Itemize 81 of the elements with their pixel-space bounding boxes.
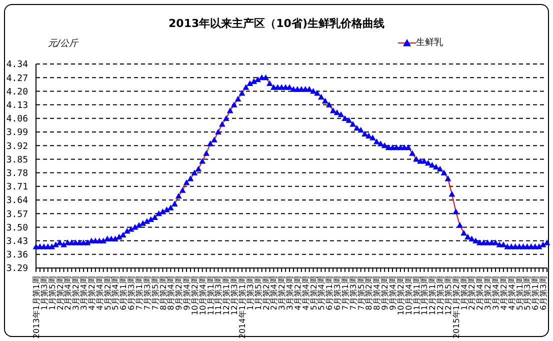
x-tick-label: 8月第4周 (372, 276, 382, 310)
x-tick-label: 8月第2周 (158, 276, 168, 310)
x-tick-label: 7月第3周 (348, 276, 358, 310)
x-tick-label: 1月第5周 (48, 276, 57, 310)
x-tick-label: 12月第3周 (230, 276, 240, 316)
x-tick-label: 5月第4周 (111, 276, 120, 310)
x-tick-label: 3月第2周 (484, 276, 493, 310)
x-tick-label: 3月第2周 (278, 276, 287, 310)
x-tick-label: 12月第5周 (444, 276, 453, 316)
x-tick-label: 2月第4周 (270, 276, 279, 310)
x-tick-label: 5月第4周 (317, 276, 326, 310)
x-tick-label: 5月第3周 (523, 276, 532, 310)
x-tick-label: 2月第2周 (468, 276, 477, 310)
x-tick-label: 9月第4周 (182, 276, 192, 310)
x-tick-label: 6月第1周 (325, 276, 334, 310)
x-tick-label: 9月第2周 (174, 276, 184, 310)
x-tick-label: 8月第4周 (166, 276, 176, 310)
y-axis-title: 元/公斤 (48, 38, 78, 50)
y-tick-label: 3.71 (6, 182, 28, 193)
x-tick-label: 7月第5周 (356, 276, 366, 310)
y-tick-label: 3.99 (6, 128, 28, 138)
x-tick-label: 1月第4周 (460, 276, 469, 310)
x-tick-label: 6月第3周 (539, 276, 548, 310)
x-tick-label: 2月第2周 (56, 276, 65, 310)
x-tick-label: 10月第4周 (198, 276, 208, 316)
x-tick-label: 11月第1周 (412, 276, 422, 316)
x-tick-label: 12月第1周 (222, 276, 232, 316)
x-tick-label: 4月第2周 (499, 276, 508, 310)
y-tick-label: 3.36 (6, 250, 28, 261)
x-tick-label: 6月第3周 (127, 276, 136, 310)
x-tick-label: 4月第4周 (507, 276, 516, 310)
x-tick-label: 7月第3周 (142, 276, 152, 310)
x-tick-label: 11月第1周 (206, 276, 216, 316)
x-tick-label: 4月第4周 (95, 276, 104, 310)
y-tick-label: 4.34 (6, 60, 28, 70)
x-tick-label: 1月第5周 (254, 276, 263, 310)
x-tick-label: 10月第4周 (404, 276, 414, 316)
x-tick-label: 10月第2周 (396, 276, 406, 316)
x-tick-label: 5月第2周 (309, 276, 318, 310)
x-tick-label: 8月第2周 (364, 276, 374, 310)
y-tick-label: 3.64 (6, 196, 28, 206)
x-tick-label: 2月第2周 (262, 276, 271, 310)
x-tick-label: 6月第3周 (333, 276, 342, 310)
x-tick-label: 9月第2周 (380, 276, 390, 310)
y-tick-label: 3.92 (6, 142, 28, 152)
x-tick-label: 10月第2周 (190, 276, 200, 316)
x-tick-label: 2月第4周 (64, 276, 73, 310)
x-tick-label: 4月第2周 (293, 276, 302, 310)
x-tick-label: 11月第3周 (214, 276, 224, 316)
x-tick-label: 5月第1周 (515, 276, 524, 310)
x-tick-label: 2月第4周 (476, 276, 485, 310)
x-tick-label: 3月第2周 (72, 276, 81, 310)
y-tick-label: 3.78 (6, 168, 28, 179)
x-tick-label: 7月第1周 (134, 276, 144, 310)
y-tick-label: 3.29 (6, 264, 28, 274)
x-tick-label: 4月第4周 (301, 276, 310, 310)
x-tick-label: 3月第4周 (80, 276, 89, 310)
x-tick-label: 12月第3周 (436, 276, 446, 316)
x-tick-label: 9月第4周 (388, 276, 398, 310)
y-tick-label: 4.13 (6, 100, 28, 111)
y-tick-label: 4.06 (6, 114, 28, 125)
x-tick-label: 3月第4周 (286, 276, 295, 310)
x-tick-label: 6月第1周 (119, 276, 128, 310)
x-tick-label: 1月第3周 (246, 276, 255, 310)
x-tick-label: 3月第4周 (492, 276, 501, 310)
x-tick-label: 7月第5周 (150, 276, 160, 310)
legend-label: 生鲜乳 (416, 36, 443, 49)
x-tick-label: 6月第1周 (531, 276, 540, 310)
x-tick-label: 12月第1周 (428, 276, 438, 316)
x-tick-label: 5月第2周 (103, 276, 112, 310)
x-tick-label: 11月第3周 (420, 276, 430, 316)
chart-title: 2013年以来主产区（10省)生鲜乳价格曲线 (168, 16, 386, 31)
y-tick-label: 3.50 (6, 223, 28, 234)
y-tick-label: 3.57 (6, 210, 28, 220)
y-tick-label: 4.27 (6, 74, 28, 84)
x-tick-label: 7月第1周 (340, 276, 350, 310)
y-tick-label: 3.85 (6, 155, 28, 166)
x-tick-label: 4月第2周 (87, 276, 96, 310)
y-tick-label: 4.20 (6, 87, 28, 98)
x-tick-label: 1月第3周 (40, 276, 49, 310)
y-tick-label: 3.43 (6, 236, 28, 247)
